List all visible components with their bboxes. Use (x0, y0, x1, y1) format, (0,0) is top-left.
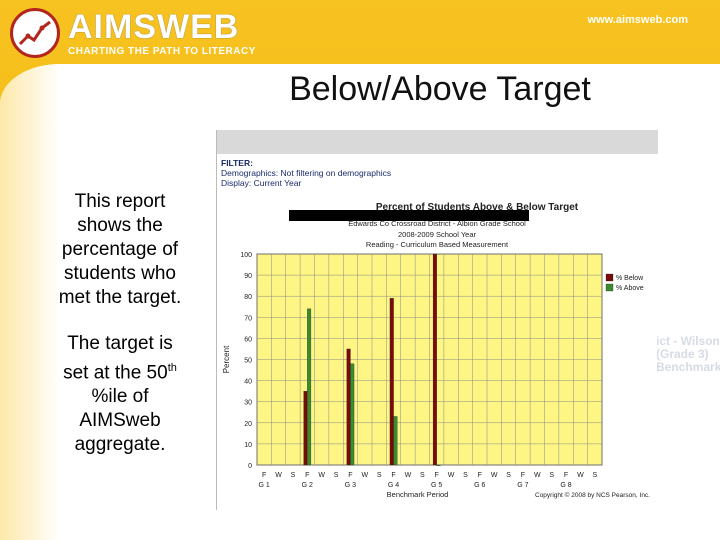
filter-block: FILTER: Demographics: Not filtering on d… (221, 158, 391, 188)
x-tick-label: W (275, 472, 282, 479)
grade-label: G 8 (560, 482, 571, 489)
district-line: Edwards Co Crossroad District - Albion G… (348, 219, 526, 228)
x-tick-label: F (305, 472, 309, 479)
x-tick-label: F (435, 472, 439, 479)
x-tick-label: W (362, 472, 369, 479)
y-tick-label: 20 (244, 421, 252, 428)
background-ghost-text: ict - Wilson (Grade 3) Benchmark (656, 334, 720, 374)
legend-swatch (605, 283, 614, 292)
x-tick-label: S (420, 472, 425, 479)
y-tick-label: 90 (244, 273, 252, 280)
report-image: FILTER: Demographics: Not filtering on d… (216, 130, 658, 510)
x-tick-label: W (448, 472, 455, 479)
x-tick-label: F (348, 472, 352, 479)
logo-chart-icon (10, 8, 60, 58)
measure-line: Reading - Curriculum Based Measurement (365, 240, 509, 249)
x-tick-label: S (377, 472, 382, 479)
bar (346, 348, 351, 466)
x-tick-label: S (334, 472, 339, 479)
grade-label: G 4 (388, 482, 399, 489)
y-tick-label: 30 (244, 400, 252, 407)
report-toolbar (217, 130, 658, 154)
grade-label: G 7 (517, 482, 528, 489)
x-tick-label: F (262, 472, 266, 479)
grade-label: G 5 (431, 482, 442, 489)
bar (303, 390, 308, 466)
x-tick-label: W (318, 472, 325, 479)
description-paragraph-2: The target is set at the 50th %ile of AI… (63, 333, 177, 456)
bar (350, 363, 355, 466)
x-tick-label: S (549, 472, 554, 479)
x-tick-label: W (491, 472, 498, 479)
bar (389, 298, 394, 466)
bar (432, 253, 437, 466)
x-tick-label: S (592, 472, 597, 479)
grade-label: G 3 (345, 482, 356, 489)
y-tick-label: 40 (244, 379, 252, 386)
grade-label: G 2 (302, 482, 313, 489)
copyright-label: Copyright © 2008 by NCS Pearson, Inc. (535, 491, 650, 499)
site-url: www.aimsweb.com (587, 14, 688, 26)
y-tick-label: 60 (244, 336, 252, 343)
chart-title: Percent of Students Above & Below Target (375, 202, 579, 213)
x-tick-label: W (577, 472, 584, 479)
below-above-chart: 0 10 20 30 40 50 60 70 80 90 100 F W S F W S F W S F W S F W S F W S… (222, 252, 650, 499)
legend-label: % Above (616, 285, 644, 292)
filter-label: FILTER: (221, 158, 253, 168)
display-label: Display: (221, 178, 252, 188)
bar (436, 464, 441, 466)
bar (393, 416, 398, 466)
panel-shade (0, 64, 60, 540)
x-tick-label: F (391, 472, 395, 479)
legend-swatch (605, 273, 614, 282)
x-tick-label: S (506, 472, 511, 479)
description-paragraph-1: This report shows the percentage of stud… (58, 191, 182, 308)
redaction-bar (289, 210, 529, 221)
logo-tagline: CHARTING THE PATH TO LITERACY (68, 45, 256, 57)
grade-label: G 6 (474, 482, 485, 489)
y-tick-label: 70 (244, 315, 252, 322)
x-tick-label: F (564, 472, 568, 479)
logo-name: AIMSWEB (68, 7, 240, 46)
x-tick-label: F (478, 472, 482, 479)
x-axis-label: Benchmark Period (387, 490, 449, 499)
y-axis-label: Percent (222, 345, 231, 373)
slide-title: Below/Above Target (289, 70, 591, 108)
x-tick-label: W (405, 472, 412, 479)
bar (307, 308, 312, 466)
demographics-value: Not filtering on demographics (280, 168, 392, 178)
y-tick-label: 80 (244, 294, 252, 301)
y-tick-label: 50 (244, 358, 252, 365)
aimsweb-logo: AIMSWEB CHARTING THE PATH TO LITERACY (10, 8, 256, 58)
slide-description: This report shows the percentage of stud… (58, 190, 182, 457)
grade-label: G 1 (259, 482, 270, 489)
demographics-label: Demographics: (221, 168, 279, 178)
y-tick-label: 0 (248, 463, 252, 470)
year-line: 2008-2009 School Year (398, 230, 476, 239)
y-tick-label: 10 (244, 442, 252, 449)
x-tick-label: S (291, 472, 296, 479)
x-tick-label: W (534, 472, 541, 479)
x-tick-label: S (463, 472, 468, 479)
legend-label: % Below (616, 275, 644, 282)
display-value: Current Year (253, 178, 302, 188)
x-tick-label: F (521, 472, 525, 479)
y-tick-label: 100 (240, 252, 252, 259)
